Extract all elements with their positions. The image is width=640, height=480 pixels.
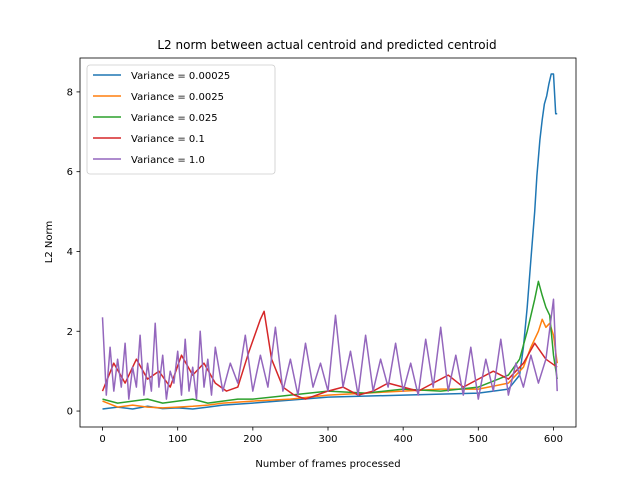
x-axis: 0 100 200 300 400 500 600 bbox=[99, 427, 563, 445]
y-axis: 0 2 4 6 8 bbox=[67, 87, 80, 418]
x-axis-title: Number of frames processed bbox=[255, 459, 400, 470]
x-tick-label: 600 bbox=[544, 434, 563, 445]
x-tick-label: 300 bbox=[318, 434, 337, 445]
series-layer bbox=[101, 73, 558, 410]
series-line-4 bbox=[101, 298, 558, 400]
legend-label-0: Variance = 0.00025 bbox=[131, 71, 230, 82]
chart-title: L2 norm between actual centroid and pred… bbox=[157, 38, 496, 52]
y-axis-title: L2 Norm bbox=[44, 221, 55, 263]
y-tick-label: 0 bbox=[67, 407, 73, 418]
x-tick-label: 200 bbox=[243, 434, 262, 445]
legend-frame bbox=[86, 64, 276, 175]
y-tick-label: 6 bbox=[67, 167, 73, 178]
y-tick-label: 4 bbox=[67, 247, 73, 258]
x-tick-label: 0 bbox=[99, 434, 105, 445]
legend-label-3: Variance = 0.1 bbox=[131, 134, 205, 145]
y-tick-label: 8 bbox=[67, 87, 73, 98]
legend-label-2: Variance = 0.025 bbox=[131, 113, 218, 124]
x-tick-label: 100 bbox=[168, 434, 187, 445]
x-tick-label: 500 bbox=[469, 434, 488, 445]
legend-items: Variance = 0.00025 Variance = 0.0025 Varia… bbox=[93, 71, 230, 166]
legend-label-4: Variance = 1.0 bbox=[131, 155, 205, 166]
legend-label-1: Variance = 0.0025 bbox=[131, 92, 224, 103]
x-tick-label: 400 bbox=[394, 434, 413, 445]
y-tick-label: 2 bbox=[67, 327, 73, 338]
legend: Variance = 0.00025 Variance = 0.0025 Varia… bbox=[86, 64, 276, 175]
